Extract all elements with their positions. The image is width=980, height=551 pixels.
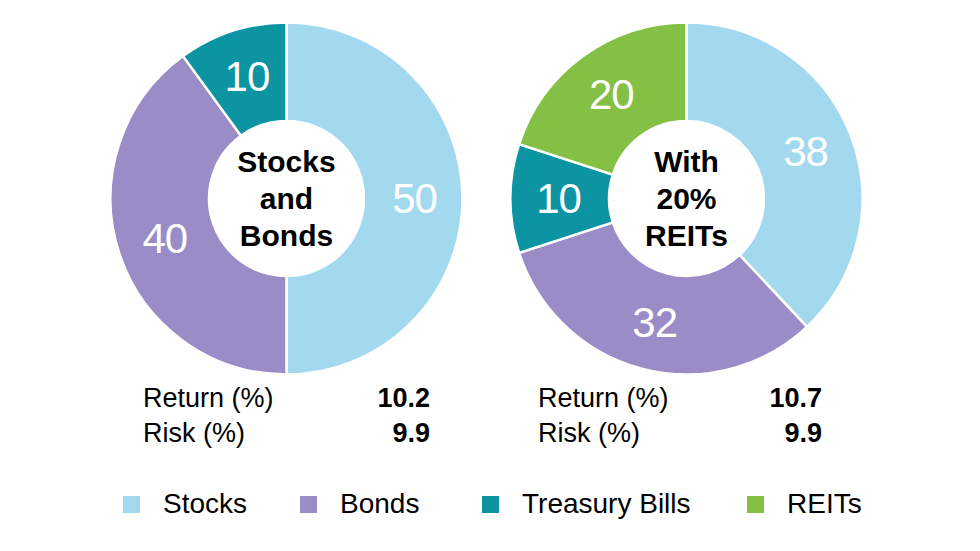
legend-item-stocks: Stocks xyxy=(123,490,247,518)
stats-with-20pct-reits: Return (%) 10.7 Risk (%) 9.9 xyxy=(538,381,822,451)
return-row: Return (%) 10.7 xyxy=(538,381,822,416)
slice-value-label-bonds: 32 xyxy=(632,299,677,346)
risk-value: 9.9 xyxy=(784,416,822,451)
return-row: Return (%) 10.2 xyxy=(143,381,430,416)
risk-row: Risk (%) 9.9 xyxy=(143,416,430,451)
risk-row: Risk (%) 9.9 xyxy=(538,416,822,451)
risk-value: 9.9 xyxy=(392,416,430,451)
donut-center-title: StocksandBonds xyxy=(237,145,335,252)
slice-value-label-stocks: 38 xyxy=(783,128,828,175)
reit-allocation-figure: 50 40 10 StocksandBonds 38 32 10 20With20%REIT… xyxy=(0,0,980,551)
return-value: 10.7 xyxy=(769,381,822,416)
legend-label: REITs xyxy=(787,490,862,518)
slice-value-label-bonds: 40 xyxy=(142,215,187,262)
risk-label: Risk (%) xyxy=(538,416,640,451)
slice-value-label-treasury-bills: 10 xyxy=(225,53,270,100)
return-label: Return (%) xyxy=(143,381,274,416)
donut-chart-stocks-and-bonds: 50 40 10 StocksandBonds xyxy=(110,22,463,375)
legend-item-treasury-bills: Treasury Bills xyxy=(482,490,691,518)
legend-item-reits: REITs xyxy=(747,490,862,518)
stats-stocks-and-bonds: Return (%) 10.2 Risk (%) 9.9 xyxy=(143,381,430,451)
risk-label: Risk (%) xyxy=(143,416,245,451)
slice-value-label-treasury-bills: 10 xyxy=(536,175,581,222)
legend-item-bonds: Bonds xyxy=(300,490,419,518)
slice-value-label-reits: 20 xyxy=(589,71,634,118)
legend-label: Stocks xyxy=(163,490,247,518)
return-label: Return (%) xyxy=(538,381,669,416)
reits-swatch-icon xyxy=(747,496,764,513)
legend-label: Treasury Bills xyxy=(522,490,691,518)
treasury-bills-swatch-icon xyxy=(482,496,499,513)
return-value: 10.2 xyxy=(377,381,430,416)
donut-chart-with-20pct-reits: 38 32 10 20With20%REITs xyxy=(510,22,863,375)
stocks-swatch-icon xyxy=(123,496,140,513)
bonds-swatch-icon xyxy=(300,496,317,513)
slice-value-label-stocks: 50 xyxy=(392,175,437,222)
legend-label: Bonds xyxy=(340,490,419,518)
donut-center-title: With20%REITs xyxy=(645,145,728,252)
